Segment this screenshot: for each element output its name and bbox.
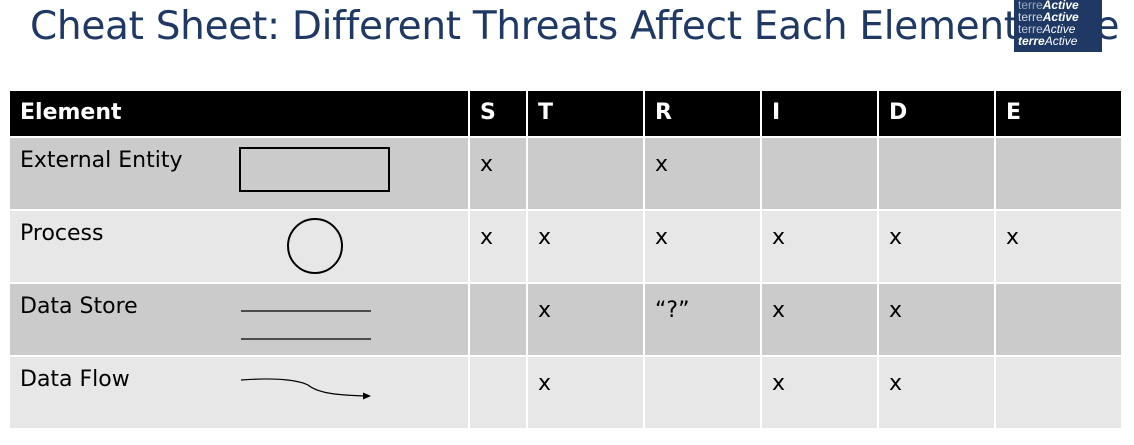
element-cell: External Entity bbox=[10, 137, 470, 211]
element-cell: Data Store bbox=[10, 283, 470, 357]
threat-cell-e: x bbox=[994, 210, 1121, 284]
column-header-i: I bbox=[760, 91, 879, 138]
element-label: Data Store bbox=[20, 294, 138, 319]
threat-cell-i bbox=[760, 137, 879, 211]
threat-cell-i: x bbox=[760, 356, 879, 430]
threat-cell-t: x bbox=[526, 356, 645, 430]
element-label: Process bbox=[20, 221, 104, 246]
column-header-e: E bbox=[994, 91, 1121, 138]
column-header-element: Element bbox=[10, 91, 470, 138]
column-header-d: D bbox=[877, 91, 996, 138]
threat-cell-t: x bbox=[526, 283, 645, 357]
threat-cell-d bbox=[877, 137, 996, 211]
threat-cell-s bbox=[468, 356, 528, 430]
table-header-row: Element S T R I D E bbox=[10, 91, 1121, 138]
threat-cell-d: x bbox=[877, 356, 996, 430]
element-label: Data Flow bbox=[20, 367, 130, 392]
logo-line: terreActive bbox=[1018, 22, 1076, 36]
table-row-data-flow: Data Flow x x x bbox=[10, 356, 1121, 430]
logo-line: terreActive bbox=[1018, 34, 1078, 48]
column-header-t: T bbox=[526, 91, 645, 138]
threat-cell-d: x bbox=[877, 283, 996, 357]
logo-line: terreActive bbox=[1018, 10, 1079, 24]
threat-cell-s: x bbox=[468, 210, 528, 284]
threat-cell-s: x bbox=[468, 137, 528, 211]
element-label: External Entity bbox=[20, 148, 183, 173]
column-header-r: R bbox=[643, 91, 762, 138]
threat-cell-r: x bbox=[643, 210, 762, 284]
threat-cell-e bbox=[994, 356, 1121, 430]
rectangle-icon bbox=[239, 147, 390, 192]
threat-cell-t bbox=[526, 137, 645, 211]
threat-cell-i: x bbox=[760, 210, 879, 284]
threat-cell-e bbox=[994, 283, 1121, 357]
table-row-external-entity: External Entity x x bbox=[10, 137, 1121, 211]
threat-cell-d: x bbox=[877, 210, 996, 284]
table-row-data-store: Data Store x “?” x x bbox=[10, 283, 1121, 357]
threat-cell-s bbox=[468, 283, 528, 357]
column-header-s: S bbox=[468, 91, 528, 138]
stride-threat-table: Element S T R I D E External Entity x x bbox=[10, 91, 1121, 430]
threat-cell-e bbox=[994, 137, 1121, 211]
page-title: Cheat Sheet: Different Threats Affect Ea… bbox=[30, 4, 1120, 49]
threat-cell-r bbox=[643, 356, 762, 430]
parallel-lines-icon bbox=[241, 310, 371, 340]
terreactive-logo: terreActive terreActive terreActive terr… bbox=[1014, 0, 1102, 52]
element-cell: Data Flow bbox=[10, 356, 470, 430]
threat-cell-r: “?” bbox=[643, 283, 762, 357]
circle-icon bbox=[287, 218, 343, 274]
threat-cell-r: x bbox=[643, 137, 762, 211]
threat-cell-i: x bbox=[760, 283, 879, 357]
threat-cell-t: x bbox=[526, 210, 645, 284]
table-row-process: Process x x x x x x bbox=[10, 210, 1121, 284]
arrow-icon bbox=[240, 378, 371, 400]
element-cell: Process bbox=[10, 210, 470, 284]
logo-line: terreActive bbox=[1018, 0, 1079, 12]
